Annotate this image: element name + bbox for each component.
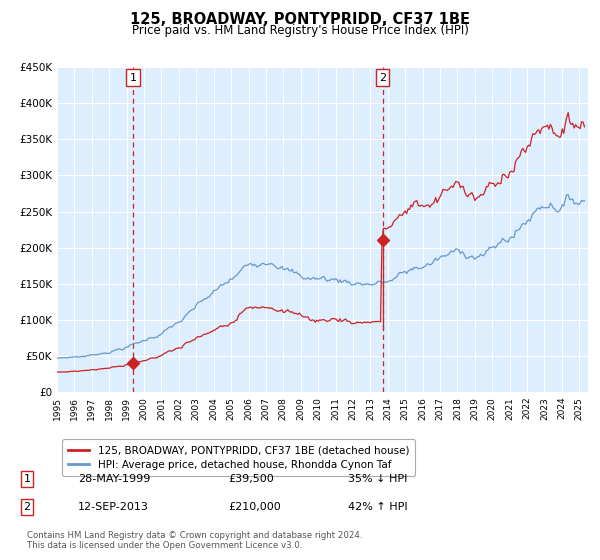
Text: 42% ↑ HPI: 42% ↑ HPI [348,502,407,512]
Text: 2: 2 [379,73,386,83]
Text: £210,000: £210,000 [228,502,281,512]
Text: 35% ↓ HPI: 35% ↓ HPI [348,474,407,484]
Text: Price paid vs. HM Land Registry's House Price Index (HPI): Price paid vs. HM Land Registry's House … [131,24,469,36]
Text: £39,500: £39,500 [228,474,274,484]
Text: Contains HM Land Registry data © Crown copyright and database right 2024.
This d: Contains HM Land Registry data © Crown c… [27,531,362,550]
Text: 125, BROADWAY, PONTYPRIDD, CF37 1BE: 125, BROADWAY, PONTYPRIDD, CF37 1BE [130,12,470,27]
Text: 2: 2 [23,502,31,512]
Text: 1: 1 [23,474,31,484]
Text: 12-SEP-2013: 12-SEP-2013 [78,502,149,512]
Text: 28-MAY-1999: 28-MAY-1999 [78,474,151,484]
Text: 1: 1 [130,73,137,83]
Legend: 125, BROADWAY, PONTYPRIDD, CF37 1BE (detached house), HPI: Average price, detach: 125, BROADWAY, PONTYPRIDD, CF37 1BE (det… [62,440,415,476]
